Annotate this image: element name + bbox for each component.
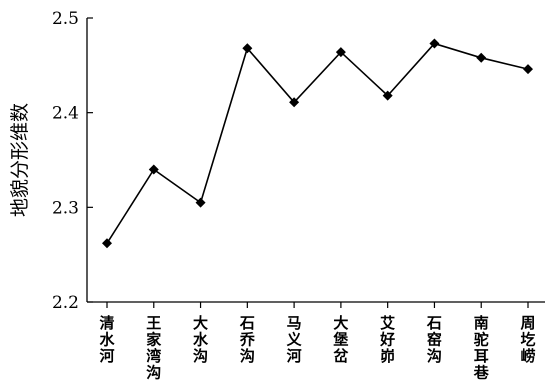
x-tick-label: 沟 [193, 347, 208, 365]
y-tick-label: 2.2 [52, 293, 79, 313]
data-point-diamond [242, 43, 253, 54]
data-point-diamond [195, 197, 206, 208]
x-tick-label: 乔 [239, 331, 256, 349]
x-tick-label: 圪 [520, 331, 535, 349]
x-tick-label: 清 [99, 314, 114, 332]
data-point-diamond [429, 38, 440, 49]
axes [86, 17, 545, 308]
x-tick-label: 崂 [520, 347, 535, 365]
x-tick-label: 驼 [474, 331, 489, 349]
data-point-diamond [102, 238, 112, 249]
y-axis-label: 地貌分形维数 [9, 103, 31, 217]
x-tick-label: 石 [426, 314, 442, 332]
x-tick-label: 堡 [333, 331, 348, 349]
data-point-diamond [523, 64, 533, 75]
x-tick-label: 家 [146, 331, 161, 349]
x-tick-label: 周 [520, 314, 535, 332]
series-layer [106, 42, 529, 244]
data-point-diamond [335, 47, 346, 58]
x-tick-label: 沟 [427, 347, 442, 365]
x-tick-label: 巷 [473, 364, 490, 382]
x-tick-label: 王 [146, 314, 161, 332]
tick-labels: 2.22.32.42.5清水河王家湾沟大水沟石乔沟马义河大堡岔艾好峁石窑沟南驼耳… [52, 9, 536, 382]
x-tick-label: 水 [193, 331, 209, 349]
x-tick-label: 峁 [380, 347, 395, 365]
data-point-diamond [289, 97, 300, 108]
x-tick-label: 南 [474, 314, 489, 332]
x-tick-label: 沟 [146, 364, 161, 382]
x-tick-label: 好 [379, 331, 395, 349]
y-tick-label: 2.5 [52, 9, 79, 29]
x-tick-label: 石 [239, 314, 255, 332]
x-tick-label: 沟 [240, 347, 255, 365]
x-tick-label: 义 [287, 331, 302, 349]
x-tick-label: 耳 [474, 347, 489, 365]
x-tick-label: 湾 [146, 347, 161, 365]
x-tick-label: 大 [333, 314, 348, 332]
x-tick-label: 艾 [380, 314, 395, 332]
y-tick-label: 2.3 [52, 198, 79, 218]
x-tick-label: 大 [193, 314, 208, 332]
x-tick-label: 窑 [427, 331, 442, 349]
y-tick-label: 2.4 [52, 104, 79, 124]
data-point-diamond [476, 52, 487, 63]
markers-layer [102, 38, 533, 249]
x-tick-label: 河 [99, 347, 114, 365]
x-tick-label: 马 [287, 314, 302, 332]
x-tick-label: 水 [99, 331, 115, 349]
data-point-diamond [148, 164, 159, 175]
x-tick-label: 岔 [333, 347, 349, 365]
series-line [106, 42, 529, 244]
data-point-diamond [382, 90, 393, 101]
x-tick-label: 河 [287, 347, 302, 365]
